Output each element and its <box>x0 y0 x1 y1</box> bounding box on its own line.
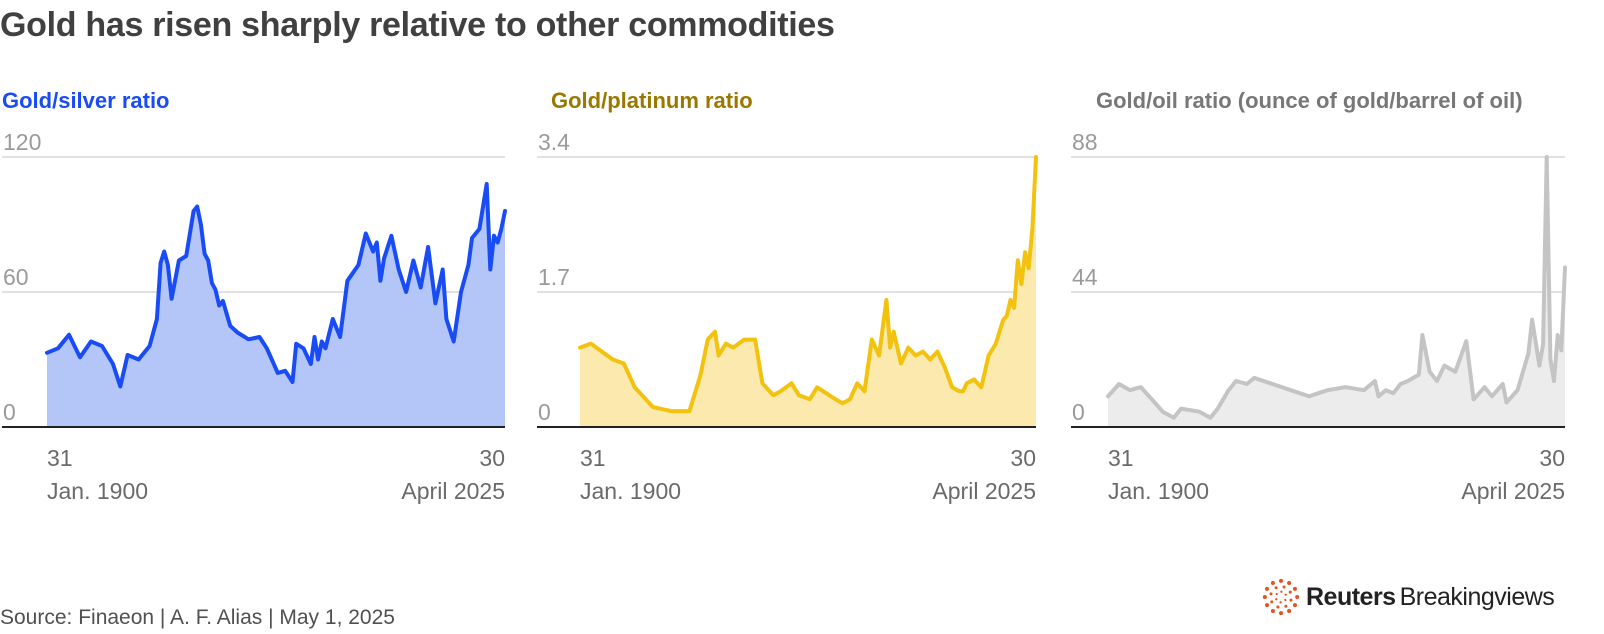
logo-dot <box>1269 592 1273 596</box>
gold-oil-area-fill <box>1108 157 1565 427</box>
logo-dot <box>1288 590 1292 594</box>
brand-subname: Breakingviews <box>1399 582 1555 611</box>
logo-dot <box>1270 608 1275 613</box>
gold-platinum-ytick-label-0: 0 <box>538 399 551 425</box>
logo-dot <box>1280 590 1283 593</box>
logo-dot <box>1292 603 1297 608</box>
gold-oil-ytick-label-0: 0 <box>1072 399 1085 425</box>
logo-dot <box>1265 586 1270 591</box>
reuters-dot-ring-logo-icon <box>1262 578 1300 616</box>
gold-oil-ytick-label-1: 44 <box>1072 264 1098 290</box>
logo-dot <box>1292 586 1297 591</box>
logo-dot <box>1270 600 1274 604</box>
gold-platinum-ytick-label-2: 3.4 <box>538 129 570 155</box>
gold-silver-series-line <box>45 182 507 389</box>
gold-platinum-xlabel-day-1: 30 <box>1010 445 1036 471</box>
gold-platinum-xlabel-date-1: April 2025 <box>932 478 1036 504</box>
gold-platinum-xlabel-day-0: 31 <box>580 445 606 471</box>
logo-dot <box>1284 593 1287 596</box>
gold-oil-ytick-label-2: 88 <box>1072 129 1098 155</box>
panel-title-gold-oil: Gold/oil ratio (ounce of gold/barrel of … <box>1096 88 1523 113</box>
logo-dot <box>1265 603 1270 608</box>
logo-dot <box>1284 598 1287 602</box>
logo-dot <box>1274 586 1278 590</box>
panel-title-gold-silver: Gold/silver ratio <box>2 88 170 113</box>
logo-dot <box>1287 608 1292 613</box>
logo-dot <box>1275 592 1278 596</box>
gold-silver-ytick-label-1: 60 <box>3 264 29 290</box>
gold-platinum-ytick-label-1: 1.7 <box>538 264 570 290</box>
gold-silver-ytick-label-2: 120 <box>3 129 41 155</box>
logo-dot <box>1284 604 1288 608</box>
headline: Gold has risen sharply relative to other… <box>0 6 835 44</box>
gold-oil-xlabel-date-1: April 2025 <box>1461 478 1565 504</box>
source-note: Source: Finaeon | A. F. Alias | May 1, 2… <box>0 606 395 629</box>
gold-oil-xlabel-day-0: 31 <box>1108 445 1134 471</box>
brand-logo-block: Reuters Breakingviews <box>1262 578 1555 616</box>
logo-dot <box>1279 578 1283 583</box>
gold-silver-ytick-label-0: 0 <box>3 399 16 425</box>
panel-title-gold-platinum: Gold/platinum ratio <box>551 88 753 113</box>
gold-silver-xlabel-day-0: 31 <box>47 445 73 471</box>
gold-oil-xlabel-day-1: 30 <box>1539 445 1565 471</box>
gold-platinum-area-fill <box>580 157 1036 427</box>
logo-dot <box>1282 585 1286 589</box>
gold-oil-series-line <box>1106 155 1567 420</box>
gold-silver-area-fill <box>47 184 505 427</box>
gold-platinum-series-line <box>578 155 1038 414</box>
brand-name: Reuters <box>1306 582 1396 611</box>
gold-silver-xlabel-date-0: Jan. 1900 <box>47 478 148 504</box>
logo-dot <box>1275 598 1278 601</box>
gold-silver-xlabel-date-1: April 2025 <box>401 478 505 504</box>
logo-dot <box>1289 598 1293 602</box>
logo-dot <box>1295 595 1300 599</box>
logo-dot <box>1279 601 1282 604</box>
gold-oil-xlabel-date-0: Jan. 1900 <box>1108 478 1209 504</box>
logo-dot <box>1279 611 1283 616</box>
logo-dot <box>1287 581 1292 586</box>
logo-dot <box>1262 595 1267 599</box>
gold-platinum-xlabel-date-0: Jan. 1900 <box>580 478 681 504</box>
logo-dot <box>1270 581 1275 586</box>
gold-silver-xlabel-day-1: 30 <box>479 445 505 471</box>
logo-dot <box>1276 605 1280 609</box>
